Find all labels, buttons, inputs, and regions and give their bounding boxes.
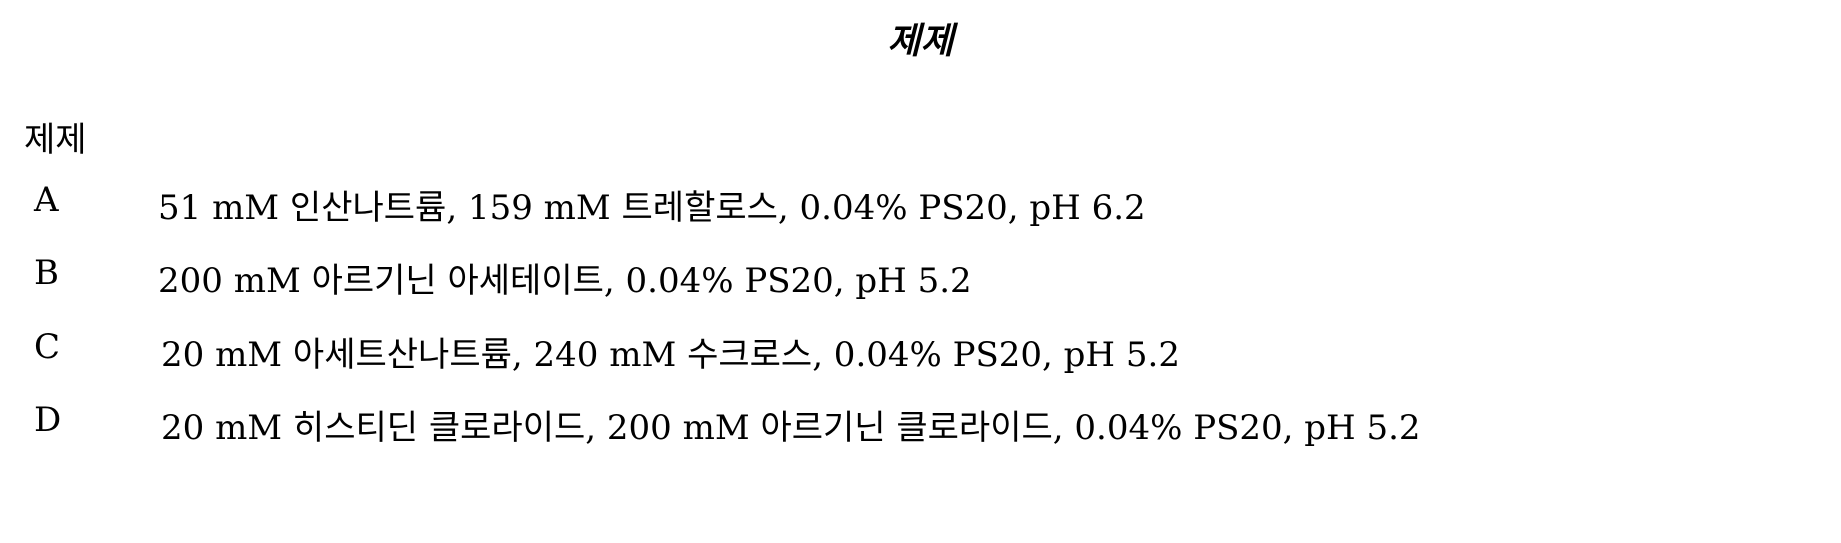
formulation-code: C	[34, 327, 60, 367]
formulation-code: D	[34, 400, 61, 440]
formulation-code: A	[34, 180, 59, 220]
formulation-description: 20 mM 아세트산나트륨, 240 mM 수크로스, 0.04% PS20, …	[161, 327, 1180, 376]
formulation-description: 51 mM 인산나트륨, 159 mM 트레할로스, 0.04% PS20, p…	[158, 180, 1146, 229]
formulation-description: 200 mM 아르기닌 아세테이트, 0.04% PS20, pH 5.2	[158, 253, 972, 302]
table-title: 제제	[0, 12, 1841, 64]
column-header: 제제	[24, 112, 87, 161]
table-row: A 51 mM 인산나트륨, 159 mM 트레할로스, 0.04% PS20,…	[0, 180, 1841, 230]
table-row: B 200 mM 아르기닌 아세테이트, 0.04% PS20, pH 5.2	[0, 253, 1841, 303]
formulation-description: 20 mM 히스티딘 클로라이드, 200 mM 아르기닌 클로라이드, 0.0…	[161, 400, 1421, 449]
formulation-code: B	[34, 253, 59, 293]
table-row: C 20 mM 아세트산나트륨, 240 mM 수크로스, 0.04% PS20…	[0, 327, 1841, 377]
table-row: D 20 mM 히스티딘 클로라이드, 200 mM 아르기닌 클로라이드, 0…	[0, 400, 1841, 450]
